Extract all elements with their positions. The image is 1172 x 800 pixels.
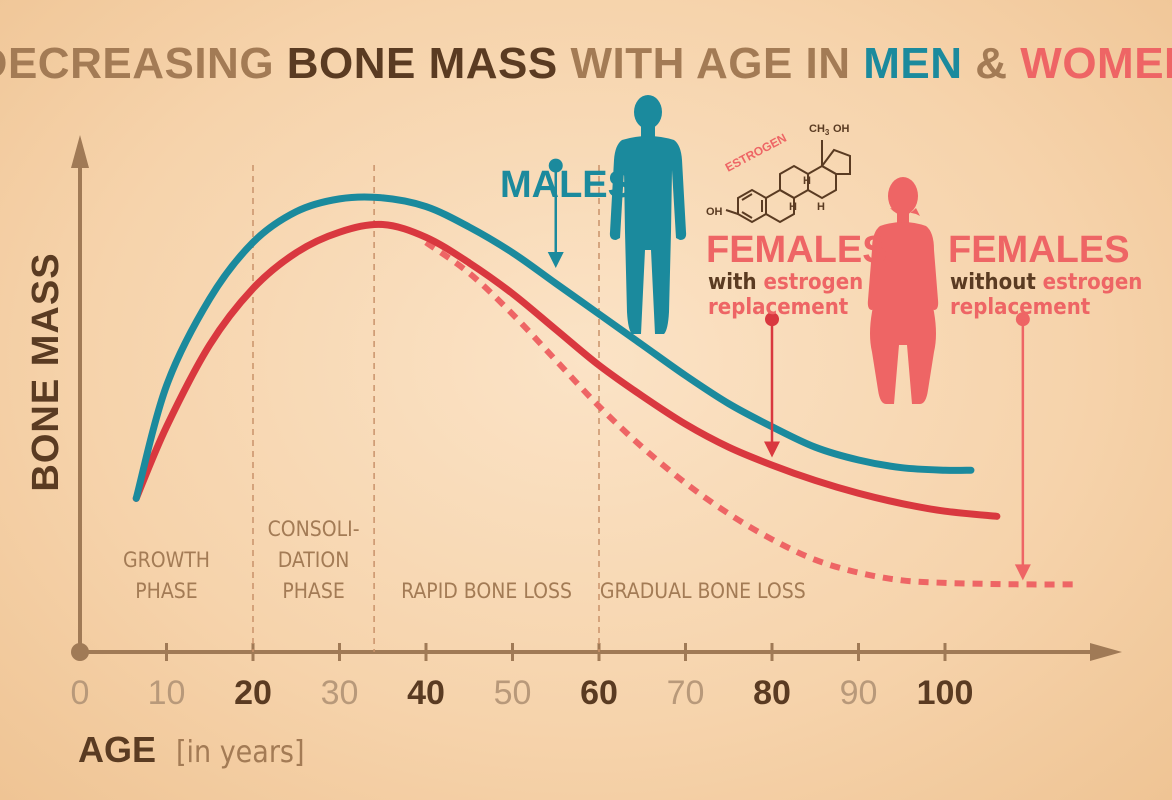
- phase-label: CONSOLI-: [268, 517, 360, 541]
- female-figure-icon: [867, 177, 939, 404]
- x-tick-label: 30: [321, 674, 359, 712]
- series-lines: [132, 193, 1075, 588]
- phase-label: DATION: [278, 548, 350, 572]
- phase-label: GROWTH: [123, 548, 210, 572]
- phase-label: PHASE: [282, 579, 344, 603]
- chem-ch3-group: CH3: [809, 123, 830, 137]
- x-tick-label: 40: [407, 674, 445, 712]
- males-label: MALES: [500, 164, 633, 206]
- chem-3-subscript: 3: [825, 128, 830, 137]
- series-markers: [547, 158, 1031, 581]
- females-with-with: with: [708, 270, 764, 295]
- chem-oh-left: OH: [706, 206, 723, 218]
- male-figure-icon: [609, 95, 687, 334]
- females-without-line1: without estrogen: [950, 270, 1142, 295]
- females-with-line1: with estrogen: [708, 270, 863, 295]
- x-tick-labels: 0 10 20 30 40 50 60 70 80 90 100: [71, 674, 974, 712]
- title-part-women: WOMEN: [1020, 39, 1172, 88]
- estrogen-molecule-icon: [725, 140, 851, 224]
- x-tick-label: 20: [234, 674, 272, 712]
- chem-ch-text: CH: [809, 123, 825, 135]
- females-with-title: FEMALES: [706, 229, 888, 271]
- x-tick-label: 100: [917, 674, 974, 712]
- title-part-decreasing: DECREASING: [0, 39, 287, 88]
- title-part-with-age: WITH AGE IN: [558, 39, 864, 88]
- title-part-and: &: [963, 39, 1021, 88]
- series-line-females-without-estrogen: [424, 239, 1075, 588]
- phase-label: PHASE: [135, 579, 197, 603]
- series-line-males: [132, 193, 975, 502]
- series-line-females-with-estrogen: [132, 220, 1001, 520]
- females-without-without: without: [950, 270, 1043, 295]
- phase-labels: GROWTH PHASE CONSOLI- DATION PHASE RAPID BONE…: [123, 517, 806, 603]
- title-part-men: MEN: [863, 39, 962, 88]
- y-axis-label: BONE MASS: [25, 252, 67, 491]
- x-tick-label: 60: [580, 674, 618, 712]
- x-tick-label: 50: [494, 674, 532, 712]
- chem-h-2: H: [789, 201, 797, 213]
- phase-label: RAPID BONE LOSS: [401, 579, 572, 603]
- marker-arrow-icon: [764, 441, 780, 458]
- x-axis-label: AGE: [78, 729, 156, 770]
- phase-label: GRADUAL BONE LOSS: [600, 579, 806, 603]
- females-without-estrogen: estrogen: [1043, 270, 1143, 295]
- females-with-line2: replacement: [708, 295, 849, 320]
- females-without-line2: replacement: [950, 295, 1091, 320]
- females-without-title: FEMALES: [948, 229, 1130, 271]
- chem-h-1: H: [817, 201, 825, 213]
- chem-h-3: H: [803, 175, 811, 187]
- chart-title: DECREASING BONE MASS WITH AGE IN MEN & W…: [0, 39, 1172, 88]
- y-axis-arrow-icon: [71, 135, 89, 168]
- title-part-bone-mass: BONE MASS: [287, 39, 558, 88]
- females-with-estrogen: estrogen: [764, 270, 864, 295]
- axis-origin-dot: [71, 643, 89, 661]
- x-tick-label: 10: [148, 674, 186, 712]
- x-tick-label: 80: [753, 674, 791, 712]
- marker-arrow-icon: [547, 252, 564, 268]
- marker-arrow-icon: [1014, 564, 1031, 581]
- x-tick-label: 90: [840, 674, 878, 712]
- chem-oh-top: OH: [833, 123, 850, 135]
- x-tick-label: 70: [667, 674, 705, 712]
- x-axis-arrow-icon: [1090, 643, 1122, 661]
- x-axis-unit: [in years]: [176, 735, 305, 770]
- estrogen-label: ESTROGEN: [723, 131, 789, 175]
- x-tick-label: 0: [71, 674, 90, 712]
